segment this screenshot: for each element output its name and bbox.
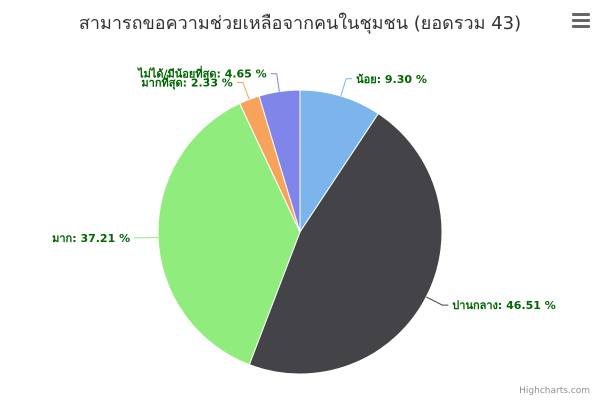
data-label: มาก: 37.21 % [52,232,130,245]
data-label: ปานกลาง: 46.51 % [452,299,556,312]
pie-slice[interactable] [258,89,301,233]
data-label-connector [426,296,449,306]
pie-slice[interactable] [157,102,301,366]
hamburger-menu-icon[interactable] [570,10,592,32]
data-label-connectors [134,73,449,306]
data-label-connector [236,82,250,100]
pie-slices [157,89,443,375]
data-label: มากที่สุด: 2.33 % [141,75,232,91]
data-label-connector [134,236,159,239]
data-label-connector [270,73,280,92]
data-labels: น้อย: 9.30 % ปานกลาง: 46.51 % มาก: 37.21 %… [52,66,556,312]
credits-link[interactable]: Highcharts.com [519,386,590,396]
pie-slice[interactable] [299,89,380,234]
data-label: น้อย: 9.30 % [356,73,427,86]
data-label-connector [340,78,353,97]
chart-title: สามารถขอความช่วยเหลือจากคนในชุมชน (ยอดรว… [78,13,522,34]
data-label: ไม่ได้/มีน้อยที่สุด: 4.65 % [136,66,267,82]
